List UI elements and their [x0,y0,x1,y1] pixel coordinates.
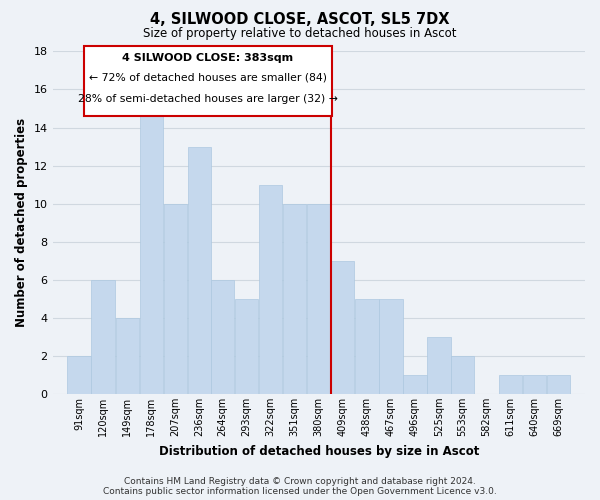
Bar [427,337,451,394]
Bar [307,204,331,394]
Bar [331,260,355,394]
Text: Contains public sector information licensed under the Open Government Licence v3: Contains public sector information licen… [103,487,497,496]
X-axis label: Distribution of detached houses by size in Ascot: Distribution of detached houses by size … [158,444,479,458]
Bar [91,280,115,394]
Bar [116,318,139,394]
Bar [140,108,163,394]
Text: Contains HM Land Registry data © Crown copyright and database right 2024.: Contains HM Land Registry data © Crown c… [124,477,476,486]
Bar [235,299,258,394]
Bar [67,356,91,394]
Bar [164,204,187,394]
Text: Size of property relative to detached houses in Ascot: Size of property relative to detached ho… [143,28,457,40]
FancyBboxPatch shape [84,46,332,116]
Bar [499,375,522,394]
Text: ← 72% of detached houses are smaller (84): ← 72% of detached houses are smaller (84… [89,72,327,82]
Text: 28% of semi-detached houses are larger (32) →: 28% of semi-detached houses are larger (… [78,94,338,104]
Text: 4 SILWOOD CLOSE: 383sqm: 4 SILWOOD CLOSE: 383sqm [122,53,293,63]
Bar [379,299,403,394]
Bar [403,375,427,394]
Bar [188,146,211,394]
Text: 4, SILWOOD CLOSE, ASCOT, SL5 7DX: 4, SILWOOD CLOSE, ASCOT, SL5 7DX [150,12,450,28]
Bar [259,184,282,394]
Y-axis label: Number of detached properties: Number of detached properties [15,118,28,327]
Bar [211,280,234,394]
Bar [547,375,570,394]
Bar [523,375,546,394]
Bar [355,299,379,394]
Bar [283,204,307,394]
Bar [451,356,474,394]
